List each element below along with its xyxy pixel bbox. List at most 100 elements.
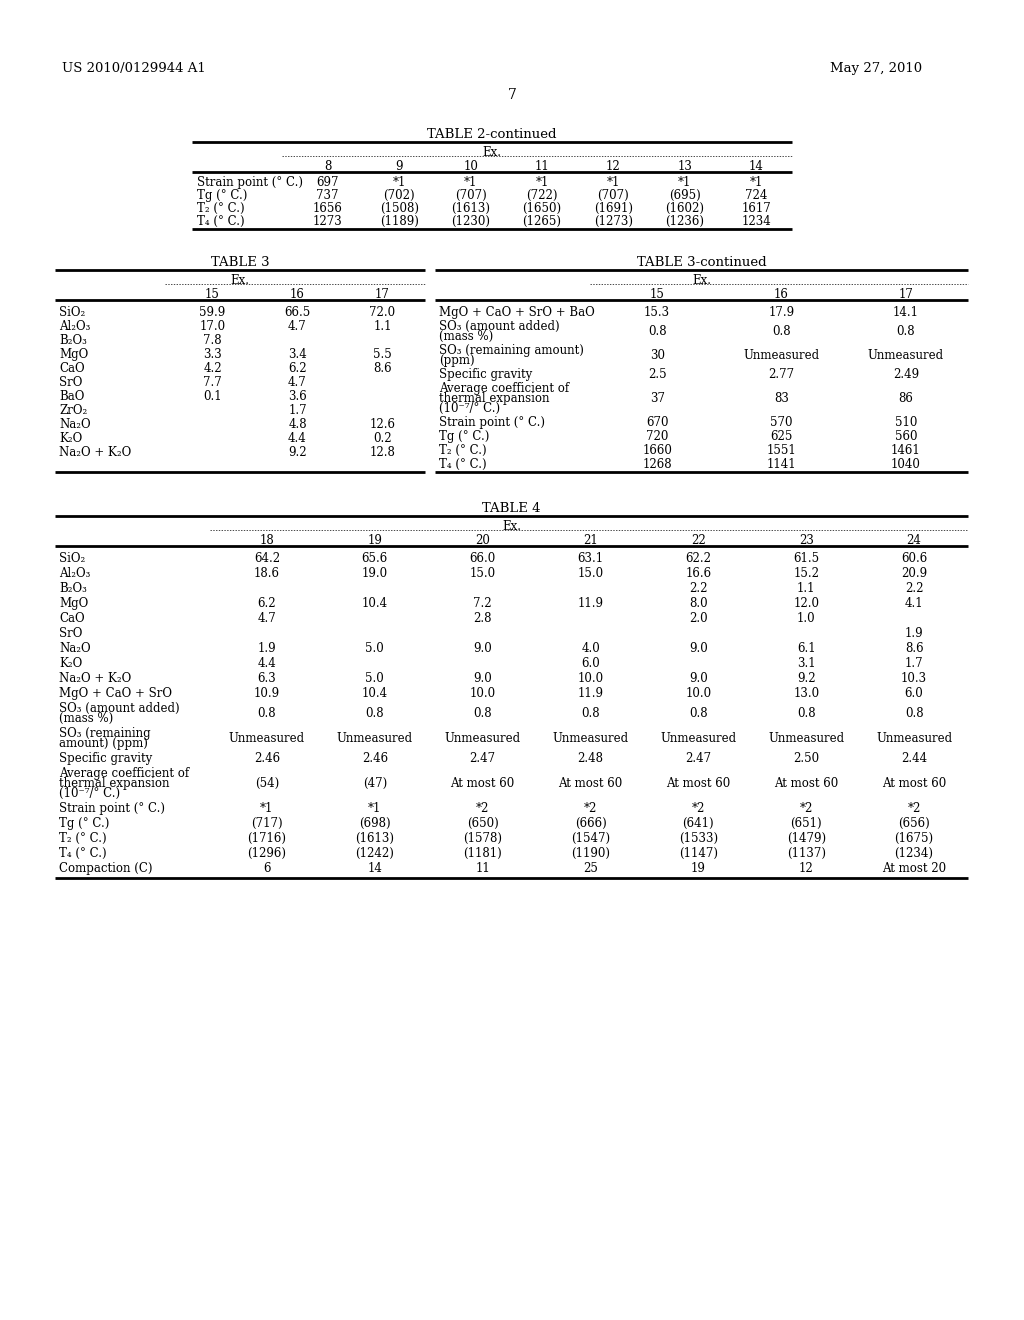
Text: Unmeasured: Unmeasured [876,733,952,744]
Text: 7: 7 [508,88,516,102]
Text: 0.8: 0.8 [473,708,492,719]
Text: 8.6: 8.6 [905,642,924,655]
Text: 6.2: 6.2 [258,597,276,610]
Text: 1234: 1234 [741,215,771,228]
Text: (1296): (1296) [248,847,287,861]
Text: 6.2: 6.2 [288,362,307,375]
Text: 19: 19 [691,862,706,875]
Text: 2.48: 2.48 [578,752,603,766]
Text: 2.49: 2.49 [893,368,919,381]
Text: (1265): (1265) [522,215,561,228]
Text: B₂O₃: B₂O₃ [59,582,87,595]
Text: 0.2: 0.2 [373,432,392,445]
Text: *1: *1 [750,176,763,189]
Text: At most 60: At most 60 [667,777,730,789]
Text: (mass %): (mass %) [439,330,494,343]
Text: 0.8: 0.8 [648,325,667,338]
Text: (1578): (1578) [463,832,502,845]
Text: 3.6: 3.6 [288,389,307,403]
Text: 570: 570 [770,416,793,429]
Text: 86: 86 [898,392,913,405]
Text: 2.2: 2.2 [905,582,924,595]
Text: 15.0: 15.0 [578,568,603,579]
Text: Average coefficient of: Average coefficient of [439,381,569,395]
Text: 4.7: 4.7 [258,612,276,624]
Text: 12: 12 [799,862,814,875]
Text: (702): (702) [383,189,415,202]
Text: (707): (707) [455,189,486,202]
Text: 16.6: 16.6 [685,568,712,579]
Text: SO₃ (amount added): SO₃ (amount added) [439,319,560,333]
Text: 60.6: 60.6 [901,552,927,565]
Text: Tg (° C.): Tg (° C.) [439,430,489,444]
Text: 1656: 1656 [312,202,343,215]
Text: 12.0: 12.0 [794,597,819,610]
Text: 2.47: 2.47 [470,752,496,766]
Text: (695): (695) [669,189,700,202]
Text: TABLE 2-continued: TABLE 2-continued [427,128,557,141]
Text: At most 60: At most 60 [451,777,515,789]
Text: (54): (54) [255,777,280,789]
Text: Ex.: Ex. [502,520,521,533]
Text: 6.1: 6.1 [797,642,815,655]
Text: 1141: 1141 [767,458,797,471]
Text: 19: 19 [368,535,382,546]
Text: (717): (717) [251,817,283,830]
Text: 9.2: 9.2 [797,672,815,685]
Text: At most 60: At most 60 [774,777,839,789]
Text: 61.5: 61.5 [794,552,819,565]
Text: 737: 737 [316,189,339,202]
Text: 510: 510 [895,416,918,429]
Text: 10: 10 [463,160,478,173]
Text: Strain point (° C.): Strain point (° C.) [197,176,303,189]
Text: 4.4: 4.4 [288,432,307,445]
Text: Na₂O + K₂O: Na₂O + K₂O [59,446,131,459]
Text: Na₂O: Na₂O [59,418,91,432]
Text: 4.7: 4.7 [288,319,307,333]
Text: 6.0: 6.0 [582,657,600,671]
Text: (1190): (1190) [571,847,610,861]
Text: Ex.: Ex. [230,275,250,286]
Text: amount) (ppm): amount) (ppm) [59,737,147,750]
Text: Average coefficient of: Average coefficient of [59,767,189,780]
Text: 720: 720 [646,430,669,444]
Text: 62.2: 62.2 [685,552,712,565]
Text: Specific gravity: Specific gravity [59,752,153,766]
Text: 9.0: 9.0 [689,642,708,655]
Text: CaO: CaO [59,362,85,375]
Text: 9.2: 9.2 [288,446,307,459]
Text: Unmeasured: Unmeasured [229,733,305,744]
Text: 724: 724 [745,189,767,202]
Text: (666): (666) [574,817,606,830]
Text: (698): (698) [359,817,390,830]
Text: 4.8: 4.8 [288,418,307,432]
Text: (1650): (1650) [522,202,561,215]
Text: (1189): (1189) [380,215,419,228]
Text: 2.47: 2.47 [685,752,712,766]
Text: 8: 8 [324,160,332,173]
Text: 10.0: 10.0 [578,672,603,685]
Text: Tg (° C.): Tg (° C.) [59,817,110,830]
Text: 7.8: 7.8 [203,334,222,347]
Text: T₄ (° C.): T₄ (° C.) [197,215,245,228]
Text: *2: *2 [584,803,597,814]
Text: 2.8: 2.8 [473,612,492,624]
Text: ZrO₂: ZrO₂ [59,404,87,417]
Text: 15.2: 15.2 [794,568,819,579]
Text: 1.0: 1.0 [797,612,815,624]
Text: 6.0: 6.0 [904,686,924,700]
Text: 11.9: 11.9 [578,597,603,610]
Text: (10⁻⁷/° C.): (10⁻⁷/° C.) [439,403,500,414]
Text: TABLE 3: TABLE 3 [211,256,269,269]
Text: 24: 24 [906,535,922,546]
Text: Ex.: Ex. [692,275,711,286]
Text: SiO₂: SiO₂ [59,306,85,319]
Text: 1.7: 1.7 [905,657,924,671]
Text: SrO: SrO [59,376,82,389]
Text: 16: 16 [774,288,788,301]
Text: (641): (641) [683,817,714,830]
Text: 0.8: 0.8 [582,708,600,719]
Text: 22: 22 [691,535,706,546]
Text: *2: *2 [800,803,813,814]
Text: 0.1: 0.1 [203,389,222,403]
